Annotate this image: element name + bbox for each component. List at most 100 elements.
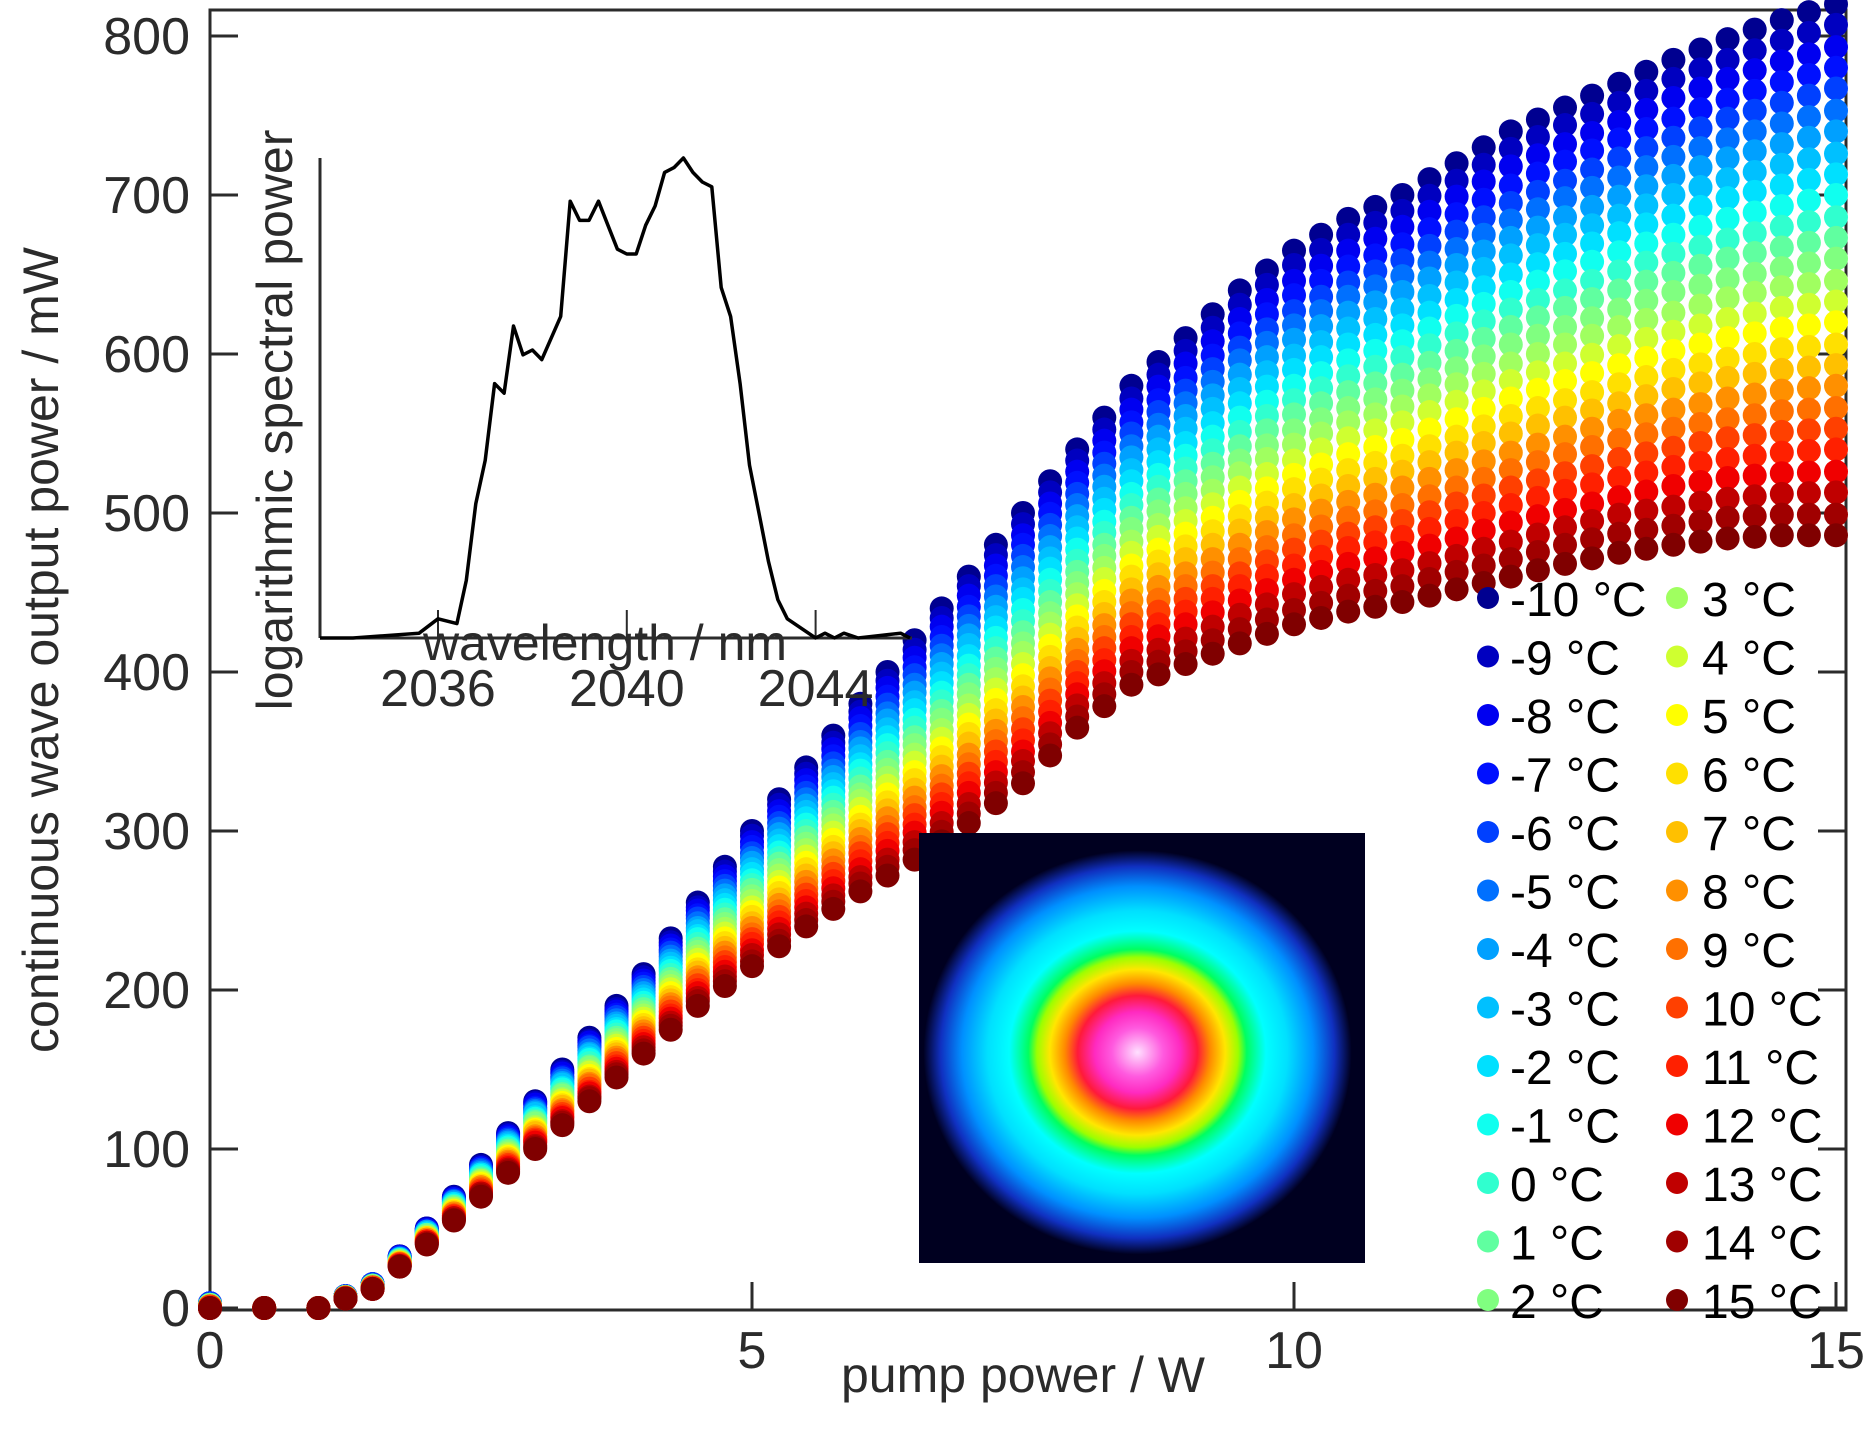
data-point: [1363, 418, 1388, 443]
data-point: [1580, 306, 1605, 331]
legend-item: 8 °C: [1666, 867, 1796, 920]
data-point: [577, 1089, 602, 1114]
data-point: [1390, 590, 1415, 615]
data-point: [1471, 222, 1496, 247]
data-point: [1824, 416, 1848, 441]
data-point: [306, 1296, 331, 1320]
data-point: [1796, 62, 1821, 87]
data-point: [1715, 365, 1740, 390]
data-point: [1471, 536, 1496, 561]
data-point: [441, 1208, 466, 1233]
data-point: [1796, 355, 1821, 380]
data-point: [1553, 351, 1577, 376]
data-point: [1824, 353, 1848, 378]
data-point: [1580, 472, 1605, 497]
legend-item: 5 °C: [1666, 691, 1796, 744]
data-point: [1417, 566, 1442, 591]
data-point: [1769, 316, 1794, 341]
legend-label: 4 °C: [1702, 633, 1796, 686]
data-point: [1471, 518, 1496, 543]
data-point: [1715, 167, 1740, 192]
data-point: [1580, 120, 1605, 145]
data-point: [1661, 435, 1686, 460]
legend-label: -4 °C: [1510, 925, 1620, 978]
data-point: [1580, 527, 1605, 552]
data-point: [1688, 175, 1713, 200]
data-point: [1769, 132, 1794, 157]
legend-label: 7 °C: [1702, 808, 1796, 861]
data-point: [1824, 268, 1848, 293]
data-point: [1471, 135, 1496, 160]
data-point: [1661, 357, 1686, 382]
data-point: [1553, 478, 1577, 503]
data-point: [1553, 314, 1577, 339]
legend-item: -4 °C: [1477, 925, 1620, 978]
data-point: [1444, 219, 1469, 244]
data-point: [1417, 283, 1442, 308]
data-point: [1471, 309, 1496, 334]
data-point: [1444, 321, 1469, 346]
data-point: [1824, 332, 1848, 357]
data-point: [1742, 159, 1767, 184]
data-point: [1553, 222, 1577, 247]
data-point: [1688, 371, 1713, 396]
legend-label: 12 °C: [1702, 1101, 1823, 1154]
data-point: [1796, 481, 1821, 506]
data-point: [1607, 521, 1632, 546]
data-point: [1498, 243, 1523, 268]
data-point: [1607, 427, 1632, 452]
data-point: [1553, 113, 1577, 138]
data-point: [1715, 407, 1740, 432]
data-point: [333, 1286, 358, 1311]
data-point: [1525, 107, 1550, 132]
data-point: [1661, 473, 1686, 498]
legend-item: 0 °C: [1477, 1159, 1604, 1212]
data-point: [1553, 295, 1577, 320]
data-point: [712, 974, 737, 999]
data-point: [1444, 389, 1469, 414]
data-point: [1498, 440, 1523, 465]
data-point: [1715, 66, 1740, 91]
data-point: [1444, 508, 1469, 533]
data-point: [1634, 288, 1659, 313]
data-point: [1661, 163, 1686, 188]
data-point: [1715, 307, 1740, 332]
data-point: [1796, 167, 1821, 192]
data-point: [1824, 523, 1848, 548]
legend-label: -8 °C: [1510, 691, 1620, 744]
data-point: [1715, 127, 1740, 152]
data-point: [1688, 411, 1713, 436]
data-point: [1796, 188, 1821, 213]
data-point: [1580, 361, 1605, 386]
data-point: [983, 791, 1008, 816]
data-point: [1688, 352, 1713, 377]
data-point: [848, 879, 873, 904]
data-point: [1607, 314, 1632, 339]
data-point: [1580, 231, 1605, 256]
legend-marker: [1666, 996, 1688, 1019]
data-point: [1227, 631, 1252, 656]
data-point: [1580, 249, 1605, 274]
data-point: [1417, 417, 1442, 442]
data-point: [1796, 438, 1821, 463]
data-point: [1525, 124, 1550, 149]
data-point: [1580, 175, 1605, 200]
data-point: [1444, 184, 1469, 209]
data-point: [1742, 524, 1767, 549]
legend-label: 0 °C: [1510, 1159, 1604, 1212]
legend-marker: [1666, 879, 1688, 902]
data-point: [1661, 338, 1686, 363]
data-point: [1580, 157, 1605, 182]
legend-label: 10 °C: [1702, 984, 1823, 1037]
data-point: [1525, 252, 1550, 277]
data-point: [1553, 532, 1577, 557]
data-point: [1796, 292, 1821, 317]
data-point: [1824, 0, 1848, 17]
data-point: [1471, 466, 1496, 491]
data-point: [1796, 230, 1821, 255]
data-point: [1498, 493, 1523, 518]
data-point: [1634, 403, 1659, 428]
data-point: [1553, 424, 1577, 449]
data-point: [1498, 421, 1523, 446]
data-point: [1824, 162, 1848, 187]
